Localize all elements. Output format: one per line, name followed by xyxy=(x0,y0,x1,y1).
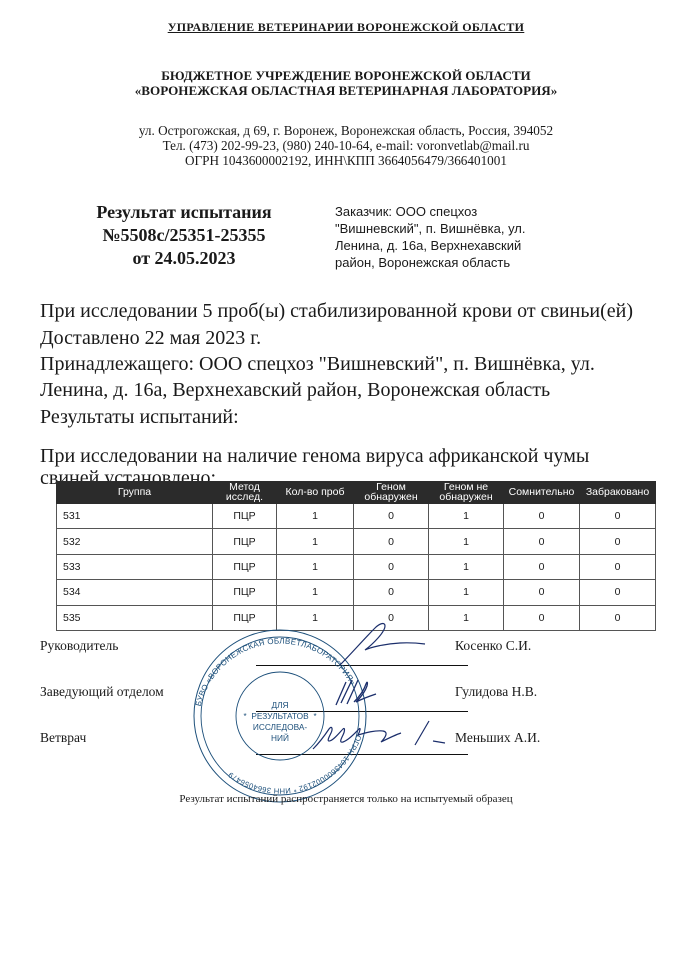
svg-text:РЕЗУЛЬТАТОВ: РЕЗУЛЬТАТОВ xyxy=(251,711,309,721)
svg-text:НИЙ: НИЙ xyxy=(271,732,289,743)
svg-text:*: * xyxy=(243,712,246,721)
svg-text:ДЛЯ: ДЛЯ xyxy=(271,700,288,710)
svg-text:ИССЛЕДОВА-: ИССЛЕДОВА- xyxy=(253,722,308,732)
